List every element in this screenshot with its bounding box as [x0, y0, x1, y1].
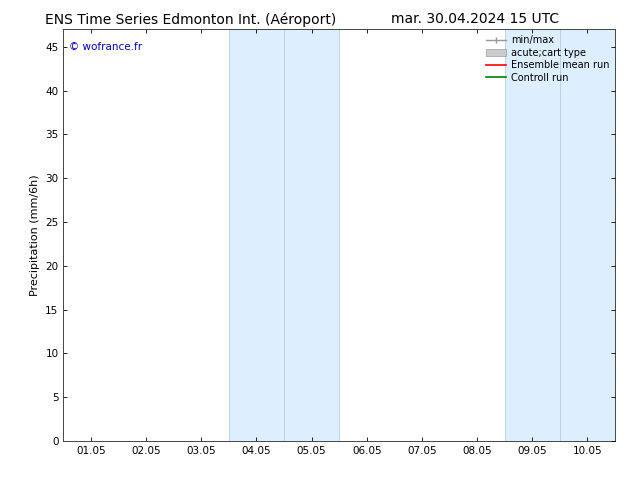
Bar: [560, 29, 615, 441]
Y-axis label: Precipitation (mm/6h): Precipitation (mm/6h): [30, 174, 40, 296]
Legend: min/max, acute;cart type, Ensemble mean run, Controll run: min/max, acute;cart type, Ensemble mean …: [482, 31, 613, 86]
Bar: [229, 29, 284, 441]
Text: © wofrance.fr: © wofrance.fr: [69, 42, 142, 52]
Text: ENS Time Series Edmonton Int. (Aéroport): ENS Time Series Edmonton Int. (Aéroport): [44, 12, 336, 27]
Bar: [284, 29, 339, 441]
Text: mar. 30.04.2024 15 UTC: mar. 30.04.2024 15 UTC: [391, 12, 560, 26]
Bar: [505, 29, 560, 441]
